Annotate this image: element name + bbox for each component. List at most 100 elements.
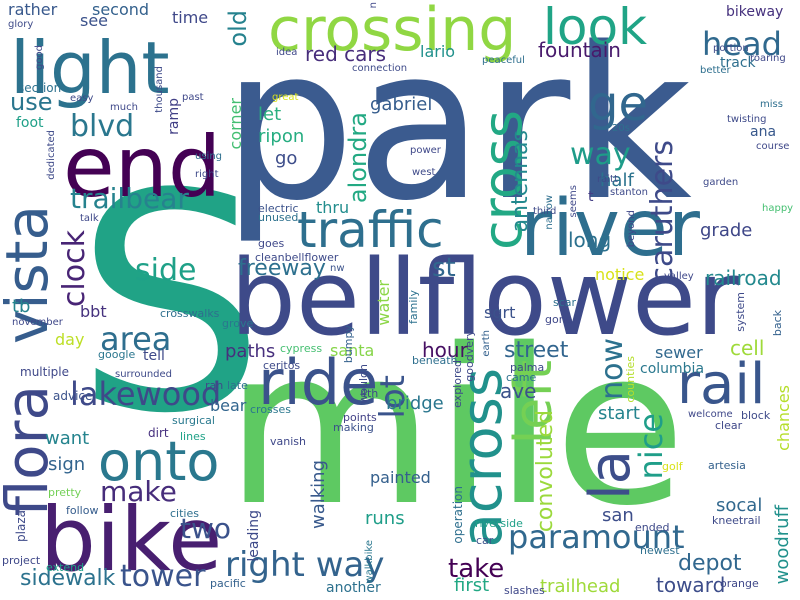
word-easy: easy	[70, 93, 94, 104]
word-bikeway: bikeway	[726, 4, 784, 20]
word-rail: rail	[677, 352, 766, 417]
word-water: water	[374, 280, 393, 326]
word-time: time	[172, 8, 209, 27]
word-notice: notice	[595, 265, 645, 284]
word-walkbike: walkbike	[364, 540, 375, 584]
word-lakewood: lakewood	[70, 375, 222, 413]
word-take: take	[448, 554, 505, 584]
word-paramount: paramount	[508, 518, 685, 556]
word-crosswalks: crosswalks	[160, 307, 220, 320]
word-newest: newest	[640, 544, 680, 557]
word-counties: counties	[624, 356, 637, 403]
word-west: west	[412, 167, 436, 178]
word-sewer: sewer	[655, 343, 703, 362]
word-golf: golf	[662, 460, 683, 473]
word-goodvery: goodvery	[463, 330, 476, 382]
word-another: another	[326, 580, 381, 596]
word-crossing: crossing	[268, 0, 517, 65]
word-onto: onto	[98, 430, 220, 493]
word-bike: bike	[40, 488, 223, 591]
word-ceritos: ceritos	[263, 359, 301, 372]
word-make: make	[100, 475, 177, 508]
word-river: river	[520, 184, 700, 274]
word-family: family	[407, 290, 420, 324]
word-see: see	[80, 11, 109, 30]
word-making: making	[333, 421, 374, 434]
word-bear: bear	[210, 396, 247, 415]
word-convoluted: convoluted	[533, 410, 558, 533]
word-ride: ride	[258, 346, 379, 419]
word-corner: corner	[226, 98, 245, 150]
word-connection: connection	[352, 63, 408, 74]
word-nw: nw	[330, 263, 345, 274]
word-third: third	[533, 206, 557, 217]
word-leading: leading	[246, 510, 262, 562]
word-sgrt: sgrt	[484, 303, 516, 322]
word-portion: portion	[713, 43, 749, 54]
word-bumpy: bumpy	[342, 325, 355, 364]
word-surrounded: surrounded	[115, 369, 173, 380]
word-traffic: traffic	[297, 201, 444, 259]
word-pretty: pretty	[48, 486, 82, 499]
word-explored: explored	[451, 360, 464, 408]
word-head: head	[702, 25, 782, 63]
word-street: street	[504, 338, 569, 363]
word-dedicated: dedicated	[46, 130, 57, 180]
word-san: san	[602, 505, 634, 526]
word-system: system	[734, 292, 747, 332]
word-beyond: beyond	[626, 210, 637, 248]
word-unused: unused	[258, 211, 299, 224]
word-palma: palma	[510, 361, 545, 374]
word-much: much	[110, 102, 138, 113]
word-right: right	[195, 169, 219, 180]
word-area: area	[100, 320, 172, 358]
word-miss: miss	[760, 99, 783, 110]
word-go: go	[275, 148, 298, 169]
word-day: day	[55, 330, 85, 349]
word-talk: talk	[80, 213, 99, 224]
word-track: track	[720, 55, 756, 71]
word-goes: goes	[258, 237, 285, 250]
word-cleanbellflower: cleanbellflower	[255, 251, 339, 264]
word-columbia: columbia	[640, 361, 705, 377]
word-google: google	[98, 348, 136, 361]
word-tell: tell	[143, 348, 165, 364]
word-second: second	[92, 0, 150, 19]
word-tower: tower	[120, 559, 206, 594]
word-caruthers: caruthers	[645, 140, 680, 284]
word-slashes: slashes	[504, 584, 545, 597]
word-start: start	[598, 403, 640, 424]
word-came: came	[506, 371, 537, 384]
word-follow: follow	[66, 504, 99, 517]
word-section: section	[18, 81, 62, 95]
word-valley: valley	[664, 271, 694, 282]
word-park: park	[222, 2, 692, 247]
word-use: use	[10, 88, 53, 116]
word-toward: toward	[656, 573, 726, 597]
word-pacific: pacific	[210, 577, 246, 590]
word-grove: grove	[222, 317, 254, 330]
word-november: november	[12, 317, 63, 328]
word-thru: thru	[316, 198, 350, 217]
word-way: way	[570, 137, 631, 172]
word-freeway: freeway	[238, 256, 326, 281]
word-welcome: welcome	[688, 409, 733, 420]
word-garden: garden	[703, 177, 739, 188]
word-earth: earth	[481, 330, 492, 357]
word-multiple: multiple	[20, 365, 70, 379]
word-trailbear: trailbear	[70, 182, 189, 215]
word-operation: operation	[451, 486, 465, 544]
word-cities: cities	[170, 507, 199, 520]
word-chances: chances	[774, 385, 793, 451]
word-bridge: bridge	[386, 393, 444, 414]
word-course: course	[756, 141, 790, 152]
word-stanton: stanton	[610, 187, 648, 198]
word-points: points	[343, 411, 377, 424]
word-ave: ave	[500, 379, 537, 403]
word-old: old	[224, 10, 252, 47]
word-dirt: dirt	[148, 426, 169, 440]
word-clear: clear	[715, 419, 743, 432]
word-rather: rather	[8, 0, 58, 19]
word-alondra: alondra	[344, 112, 372, 204]
